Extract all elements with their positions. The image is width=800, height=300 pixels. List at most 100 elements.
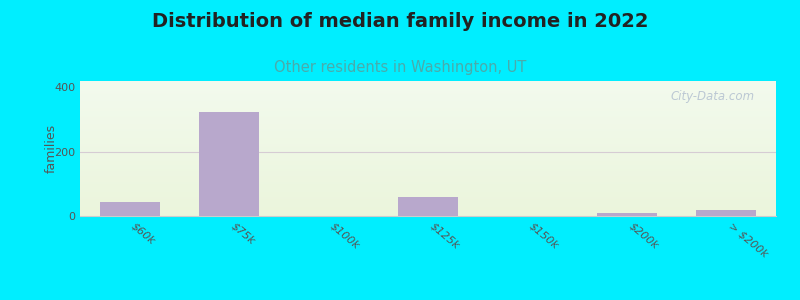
Bar <box>80 194 776 195</box>
Bar <box>80 187 776 188</box>
Bar <box>80 152 776 153</box>
Text: Distribution of median family income in 2022: Distribution of median family income in … <box>152 12 648 31</box>
Bar <box>80 210 776 211</box>
Bar <box>80 121 776 122</box>
Bar <box>80 123 776 124</box>
Bar <box>80 148 776 149</box>
Bar <box>80 137 776 138</box>
Bar <box>80 116 776 117</box>
Bar <box>80 114 776 115</box>
Bar <box>80 197 776 198</box>
Bar <box>80 171 776 172</box>
Bar <box>80 169 776 170</box>
Bar <box>80 156 776 157</box>
Bar <box>80 136 776 137</box>
Bar <box>80 211 776 212</box>
Bar <box>80 103 776 104</box>
Bar <box>80 87 776 88</box>
Bar <box>80 186 776 187</box>
Bar <box>80 113 776 114</box>
Bar <box>80 195 776 196</box>
Bar <box>80 170 776 171</box>
Bar <box>80 133 776 134</box>
Bar <box>80 90 776 91</box>
Bar <box>80 199 776 200</box>
Bar <box>398 197 458 216</box>
Bar <box>80 89 776 90</box>
Bar <box>80 112 776 113</box>
Bar <box>80 213 776 214</box>
Bar <box>80 189 776 190</box>
Bar <box>80 111 776 112</box>
Bar <box>80 179 776 180</box>
Bar <box>80 139 776 140</box>
Bar <box>80 177 776 178</box>
Bar <box>80 97 776 98</box>
Bar <box>80 166 776 167</box>
Bar <box>80 91 776 92</box>
Bar <box>80 145 776 146</box>
Bar <box>80 161 776 162</box>
Bar <box>80 181 776 182</box>
Bar <box>80 150 776 151</box>
Bar <box>80 122 776 123</box>
Bar <box>80 212 776 213</box>
Bar <box>80 155 776 156</box>
Bar <box>80 174 776 175</box>
Bar <box>80 98 776 99</box>
Y-axis label: families: families <box>45 124 58 173</box>
Bar <box>199 112 259 216</box>
Bar <box>80 172 776 173</box>
Bar <box>80 119 776 120</box>
Bar <box>80 159 776 160</box>
Bar <box>80 206 776 207</box>
Bar <box>80 140 776 141</box>
Bar <box>80 85 776 86</box>
Text: Other residents in Washington, UT: Other residents in Washington, UT <box>274 60 526 75</box>
Bar <box>80 209 776 210</box>
Bar <box>80 99 776 100</box>
Bar <box>80 117 776 118</box>
Bar <box>80 162 776 163</box>
Bar <box>80 183 776 184</box>
Bar <box>80 167 776 168</box>
Bar <box>80 205 776 206</box>
Bar <box>80 100 776 101</box>
Bar <box>80 93 776 94</box>
Bar <box>80 82 776 83</box>
Bar <box>80 168 776 169</box>
Bar <box>80 115 776 116</box>
Bar <box>80 86 776 87</box>
Bar <box>80 129 776 130</box>
Bar <box>80 204 776 205</box>
Bar <box>80 106 776 107</box>
Bar <box>80 193 776 194</box>
Bar <box>80 188 776 189</box>
Bar <box>80 153 776 154</box>
Bar <box>80 109 776 110</box>
Bar <box>80 130 776 131</box>
Bar <box>80 200 776 201</box>
Bar <box>80 215 776 216</box>
Bar <box>80 198 776 199</box>
Bar <box>80 144 776 145</box>
Bar <box>80 190 776 191</box>
Bar <box>80 125 776 126</box>
Bar <box>80 142 776 143</box>
Bar <box>80 110 776 111</box>
Bar <box>80 208 776 209</box>
Bar <box>80 157 776 158</box>
Bar <box>80 134 776 135</box>
Bar <box>80 92 776 93</box>
Bar <box>80 207 776 208</box>
Bar <box>80 184 776 185</box>
Bar <box>80 154 776 155</box>
Bar <box>80 178 776 179</box>
Bar <box>80 131 776 132</box>
Bar <box>80 173 776 174</box>
Bar <box>80 214 776 215</box>
Bar <box>80 81 776 82</box>
Bar <box>80 146 776 147</box>
Bar <box>80 88 776 89</box>
Bar <box>80 120 776 121</box>
